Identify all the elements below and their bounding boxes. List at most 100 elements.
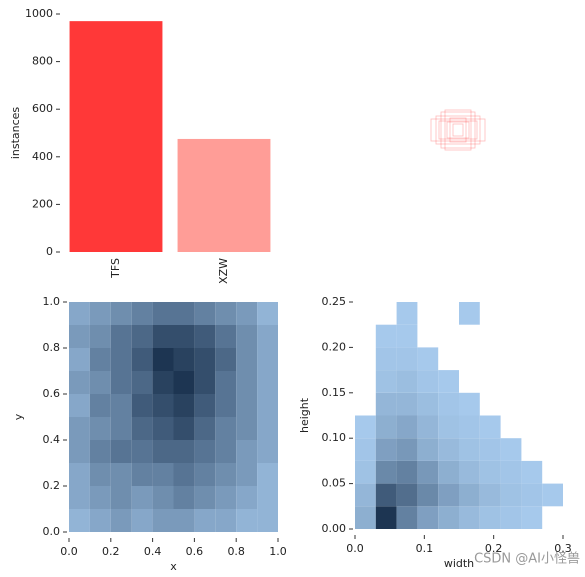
x-tick-label: 0.3 bbox=[554, 542, 572, 555]
hist-cell bbox=[459, 302, 480, 325]
hist-cell bbox=[257, 486, 278, 509]
y-tick-label: 200 bbox=[32, 197, 53, 210]
x-tick-label: XZW bbox=[217, 258, 230, 284]
hist-cell bbox=[396, 370, 418, 393]
y-tick-label: 1.0 bbox=[43, 295, 61, 308]
hist-cell bbox=[375, 460, 397, 484]
hist-cell bbox=[375, 392, 397, 416]
hist-cell bbox=[173, 348, 195, 371]
hist-cell bbox=[152, 394, 174, 417]
hist-cell bbox=[355, 506, 376, 529]
x-tick-label: 0.0 bbox=[60, 545, 78, 558]
hist-cell bbox=[521, 506, 543, 529]
hist-cell bbox=[110, 486, 132, 509]
hist-cell bbox=[173, 325, 195, 348]
hist-cell bbox=[375, 415, 397, 439]
hist-cell bbox=[152, 417, 174, 440]
hist-cell bbox=[396, 506, 418, 529]
hist-cell bbox=[215, 325, 237, 348]
x-tick-label: TFS bbox=[109, 258, 122, 279]
x-tick-label: 1.0 bbox=[269, 545, 287, 558]
hist-cell bbox=[89, 371, 111, 394]
hist-cell bbox=[89, 486, 111, 509]
hist-cell bbox=[459, 483, 480, 507]
hist-cell bbox=[215, 509, 237, 532]
hist-cell bbox=[152, 440, 174, 463]
hist-cell bbox=[69, 371, 90, 394]
hist-cell bbox=[438, 438, 459, 461]
hist-cell bbox=[257, 440, 278, 463]
hist-cell bbox=[459, 392, 480, 416]
hist-cell bbox=[355, 483, 376, 507]
hist-cell bbox=[69, 463, 90, 486]
hist-cell bbox=[89, 348, 111, 371]
x-tick-label: 0.1 bbox=[416, 542, 434, 555]
hist-cell bbox=[396, 438, 418, 461]
hist-cell bbox=[131, 440, 153, 463]
bar bbox=[177, 138, 271, 252]
hist-cell bbox=[417, 370, 439, 393]
hist-cell bbox=[131, 325, 153, 348]
hist-cell bbox=[194, 440, 216, 463]
hist-cell bbox=[173, 302, 195, 325]
y-tick-label: 0.0 bbox=[43, 525, 61, 538]
hist-cell bbox=[152, 302, 174, 325]
hist-cell bbox=[131, 463, 153, 486]
hist-cell bbox=[173, 440, 195, 463]
hist-cell bbox=[173, 394, 195, 417]
hist-cell bbox=[215, 348, 237, 371]
hist-cell bbox=[194, 302, 216, 325]
hist-cell bbox=[257, 348, 278, 371]
y-tick-label: 0.00 bbox=[322, 522, 347, 535]
hist-cell bbox=[131, 371, 153, 394]
hist-cell bbox=[417, 347, 439, 371]
hist-cell bbox=[479, 460, 501, 484]
hist-cell bbox=[479, 506, 501, 529]
hist-cell bbox=[173, 486, 195, 509]
hist-cell bbox=[152, 348, 174, 371]
hist-cell bbox=[69, 325, 90, 348]
hist-cell bbox=[375, 506, 397, 529]
hist-cell bbox=[173, 417, 195, 440]
hist-cell bbox=[438, 370, 459, 393]
hist-cell bbox=[521, 460, 543, 484]
hist-cell bbox=[89, 509, 111, 532]
hist-cell bbox=[375, 347, 397, 371]
hist-cell bbox=[69, 302, 90, 325]
hist-cell bbox=[459, 460, 480, 484]
hist-cell bbox=[417, 392, 439, 416]
hist-cell bbox=[110, 348, 132, 371]
hist-cell bbox=[396, 460, 418, 484]
y-tick-label: 1000 bbox=[25, 7, 53, 20]
hist-cell bbox=[257, 302, 278, 325]
hist-cell bbox=[355, 415, 376, 439]
y-tick-label: 0.6 bbox=[43, 387, 61, 400]
hist-cell bbox=[396, 324, 418, 348]
hist-cell bbox=[396, 302, 418, 325]
y-axis-label: y bbox=[12, 413, 25, 420]
hist-cell bbox=[152, 463, 174, 486]
y-tick-label: 0.2 bbox=[43, 479, 61, 492]
hist-cell bbox=[215, 440, 237, 463]
hist-cell bbox=[438, 506, 459, 529]
hist-cell bbox=[375, 483, 397, 507]
hist-cell bbox=[194, 348, 216, 371]
hist-cell bbox=[152, 325, 174, 348]
hist-cell bbox=[110, 302, 132, 325]
bar bbox=[69, 21, 163, 252]
hist-cell bbox=[375, 438, 397, 461]
hist-cell bbox=[131, 509, 153, 532]
hist-cell bbox=[257, 509, 278, 532]
hist-cell bbox=[131, 348, 153, 371]
hist-cell bbox=[131, 417, 153, 440]
hist-cell bbox=[438, 460, 459, 484]
hist-cell bbox=[257, 371, 278, 394]
y-tick-label: 600 bbox=[32, 102, 53, 115]
hist-cell bbox=[236, 486, 258, 509]
hist-cell bbox=[257, 463, 278, 486]
hist-cell bbox=[438, 483, 459, 507]
hist-cell bbox=[110, 325, 132, 348]
hist-cell bbox=[89, 325, 111, 348]
hist-cell bbox=[355, 460, 376, 484]
hist-cell bbox=[417, 415, 439, 439]
